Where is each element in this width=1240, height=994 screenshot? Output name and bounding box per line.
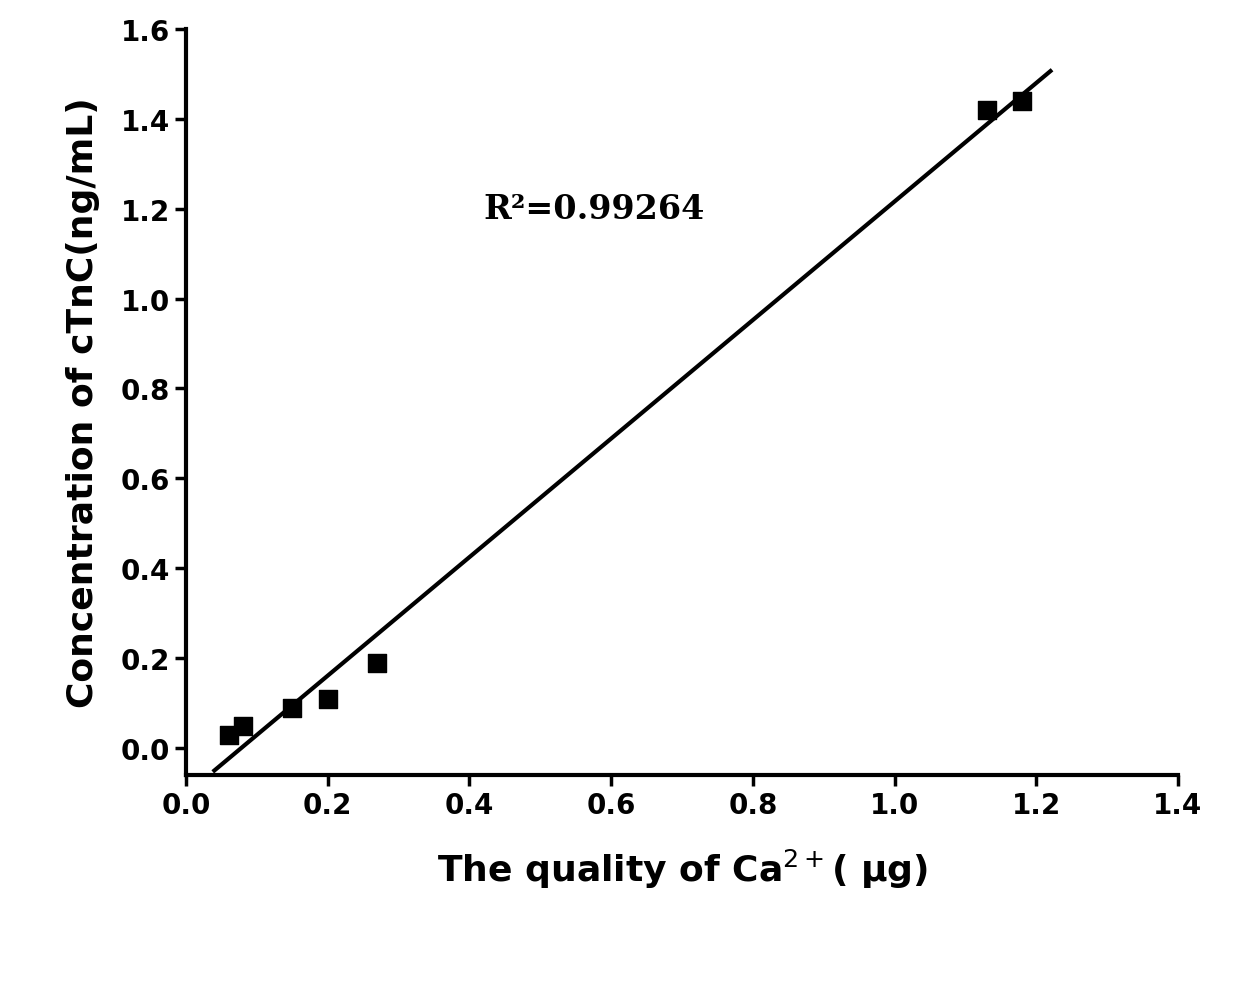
Y-axis label: Concentration of cTnC(ng/mL): Concentration of cTnC(ng/mL) [66, 97, 99, 708]
Point [233, 718, 253, 734]
Point [367, 655, 387, 671]
Point [1012, 93, 1032, 109]
Point [317, 691, 337, 707]
X-axis label: The quality of Ca$^{2+}$( μg): The quality of Ca$^{2+}$( μg) [436, 847, 928, 891]
Point [283, 700, 303, 716]
Point [977, 102, 997, 118]
Point [218, 727, 238, 743]
Text: R²=0.99264: R²=0.99264 [484, 193, 706, 226]
